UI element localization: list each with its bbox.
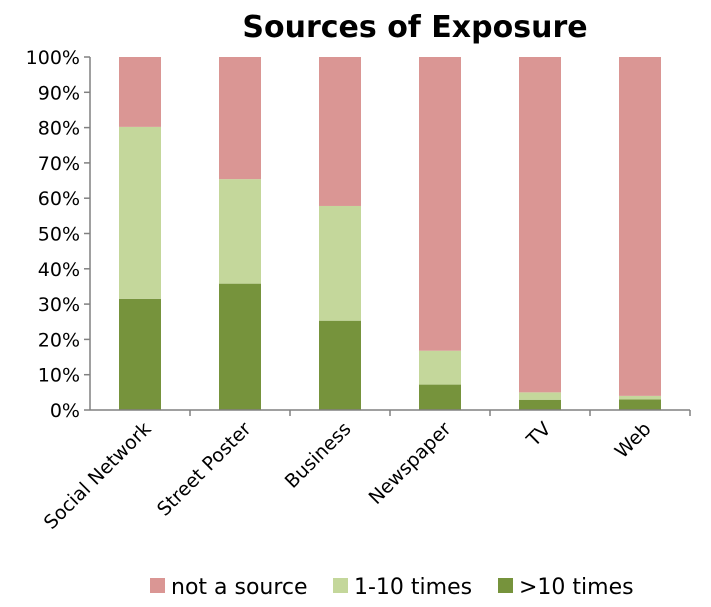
bar-segment [619, 399, 661, 410]
x-category-label: Newspaper [365, 418, 456, 509]
bar-segment [519, 399, 561, 410]
bar-segment [419, 350, 461, 385]
y-tick-label: 100% [26, 47, 80, 69]
legend: not a source 1-10 times >10 times [150, 575, 634, 600]
bar-segment [219, 179, 261, 284]
legend-swatch [333, 578, 348, 593]
bar-segment [519, 57, 561, 393]
bar-segment [419, 57, 461, 351]
legend-swatch [150, 578, 165, 593]
bar-segment [519, 392, 561, 400]
bar-segment [619, 57, 661, 396]
x-category-label: Web [611, 418, 656, 463]
bar-segment [619, 395, 661, 400]
y-tick-label: 90% [38, 82, 80, 104]
bar-segment [319, 320, 361, 410]
bar-segment [119, 298, 161, 410]
y-tick-label: 20% [38, 329, 80, 351]
legend-label: not a source [171, 575, 308, 600]
legend-label: 1-10 times [354, 575, 472, 600]
bar-segment [119, 126, 161, 299]
bar-segment [319, 205, 361, 321]
y-tick-label: 0% [50, 400, 80, 422]
x-category-label: Street Poster [153, 418, 256, 521]
bar-segment [119, 57, 161, 127]
y-tick-label: 50% [38, 224, 80, 246]
y-tick-label: 60% [38, 188, 80, 210]
y-tick-label: 10% [38, 365, 80, 387]
y-tick-label: 70% [38, 153, 80, 175]
chart-title: Sources of Exposure [242, 10, 587, 45]
bar-segment [419, 384, 461, 410]
x-category-label: Social Network [40, 418, 156, 534]
y-tick-label: 80% [38, 118, 80, 140]
bar-segment [319, 57, 361, 206]
y-axis-ticks: 0% 10% 20% 30% 40% 50% 60% 70% 80% 90% 100% [26, 47, 90, 422]
x-category-label: TV [522, 418, 556, 452]
x-category-label: Business [281, 418, 356, 493]
y-tick-label: 30% [38, 294, 80, 316]
bar-segment [219, 283, 261, 410]
bar-segment [219, 57, 261, 180]
legend-label: >10 times [519, 575, 634, 600]
y-tick-label: 40% [38, 259, 80, 281]
bars [119, 57, 661, 410]
legend-swatch [498, 578, 513, 593]
